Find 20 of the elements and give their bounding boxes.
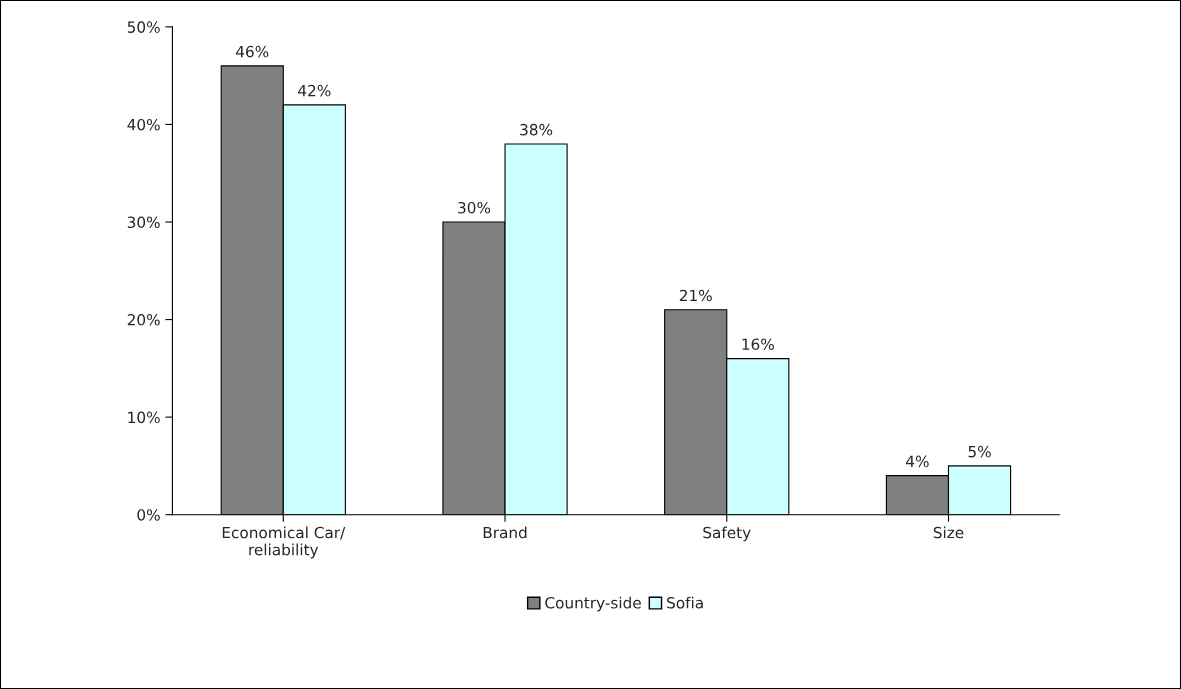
data-label: 38%: [520, 123, 553, 136]
legend-label: Sofia: [667, 596, 703, 609]
y-tick-label: 40%: [127, 118, 160, 131]
x-tick-label: Size: [933, 526, 964, 539]
data-label: 4%: [906, 455, 929, 468]
x-tick-label: Brand: [483, 526, 527, 539]
y-tick-label: 50%: [127, 21, 160, 33]
data-label: 16%: [742, 338, 774, 351]
data-label: 42%: [298, 84, 331, 97]
data-label: 30%: [458, 201, 491, 214]
x-tick-label: Safety: [703, 526, 751, 542]
y-tick-label: 30%: [127, 216, 160, 229]
data-label: 5%: [968, 445, 991, 458]
y-tick-label: 0%: [137, 509, 160, 521]
legend-label: Country-side: [545, 596, 641, 612]
data-label: 21%: [679, 289, 712, 302]
y-tick-label: 10%: [128, 411, 160, 424]
y-tick-label: 20%: [127, 314, 160, 326]
x-tick-label: Economical Car/ reliability: [222, 526, 346, 559]
data-label: 46%: [236, 45, 269, 58]
